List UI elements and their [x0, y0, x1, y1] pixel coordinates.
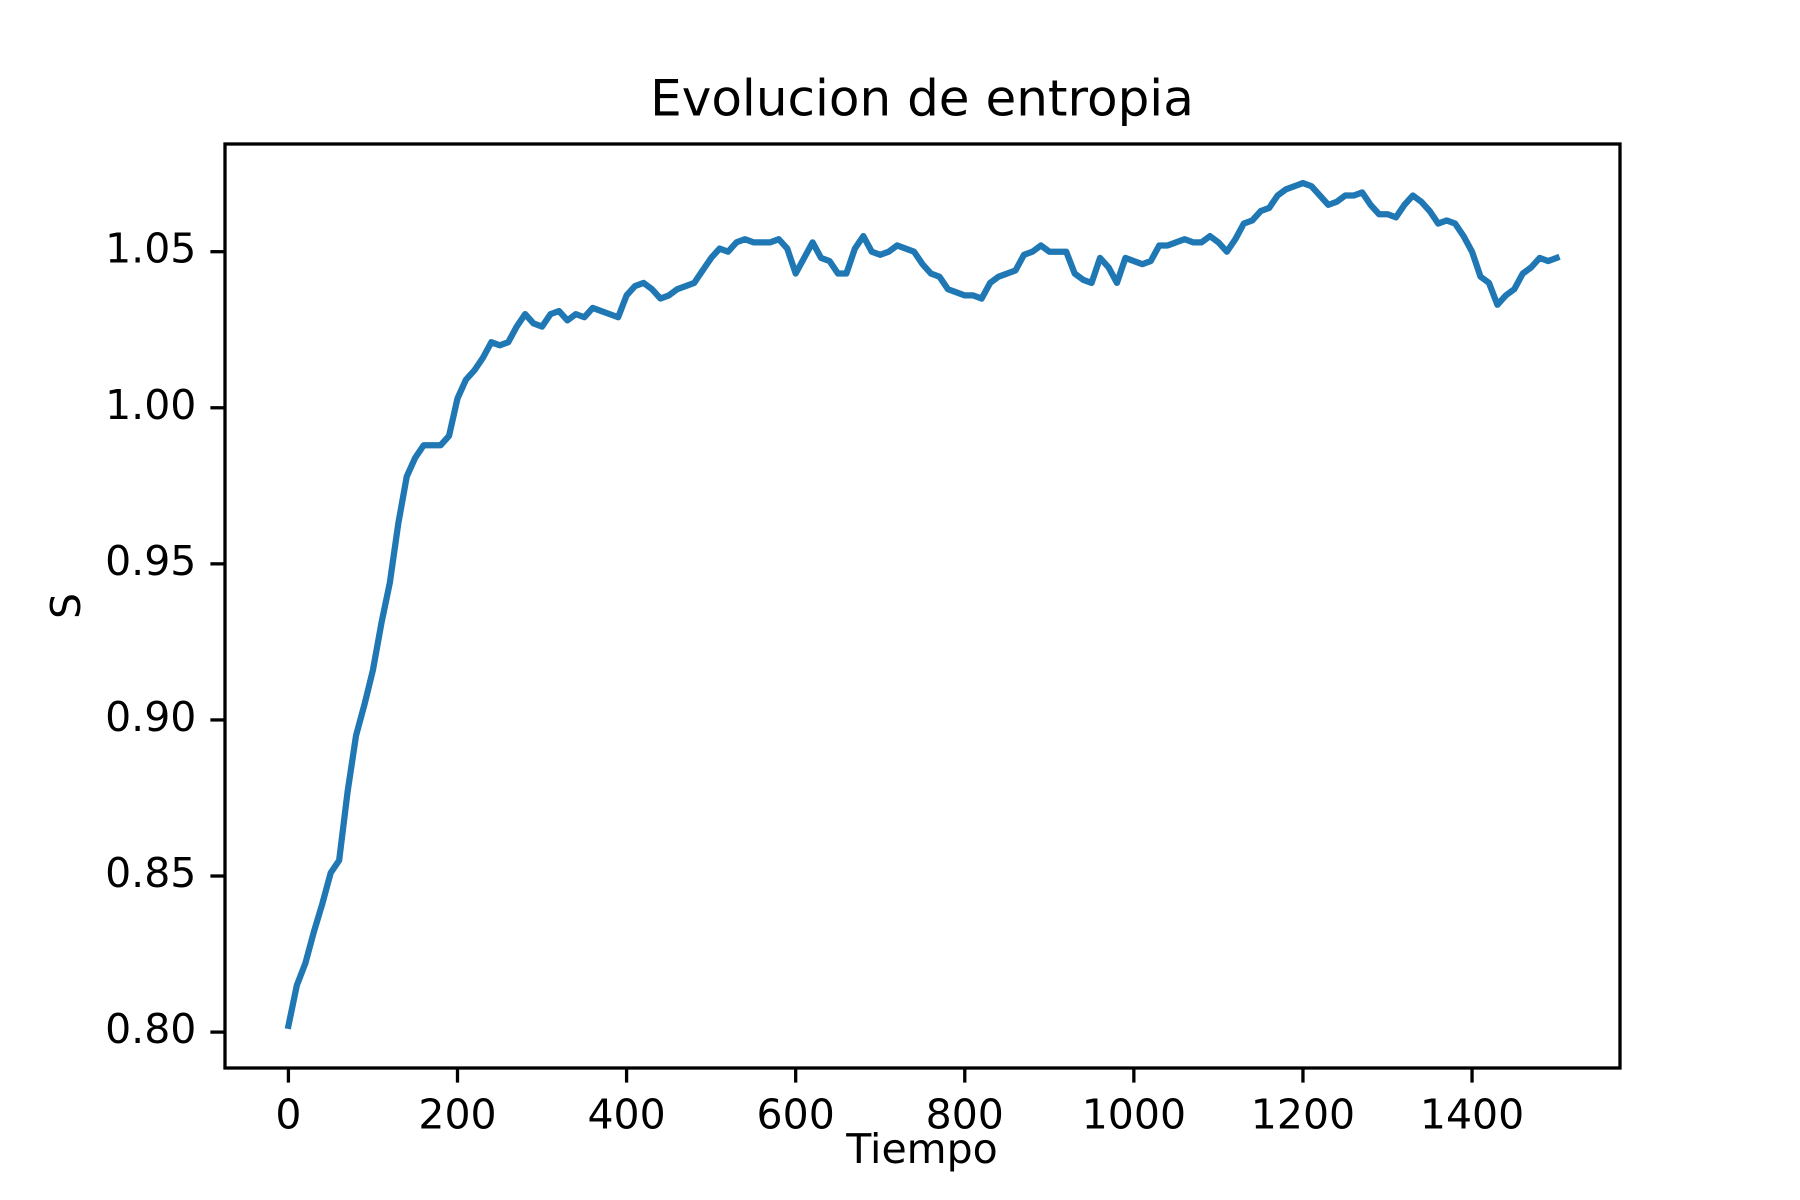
data-line [284, 179, 1561, 1030]
y-tick-label: 0.90 [105, 693, 196, 741]
x-tick-label: 600 [757, 1091, 835, 1139]
x-tick-label: 400 [587, 1091, 665, 1139]
plot-frame [223, 142, 1622, 1070]
x-axis-label: Tiempo [845, 1125, 997, 1173]
x-tick-label: 0 [275, 1091, 301, 1139]
x-tick-label: 800 [926, 1091, 1004, 1139]
x-tick-label: 200 [418, 1091, 496, 1139]
y-tick-label: 1.05 [105, 225, 196, 273]
x-tick-label: 1000 [1082, 1091, 1186, 1139]
y-tick-label: 1.00 [105, 381, 196, 429]
x-tick-label: 1200 [1251, 1091, 1355, 1139]
y-tick-label: 0.80 [105, 1005, 196, 1053]
y-tick-label: 0.95 [105, 537, 196, 585]
y-axis-label: S [42, 593, 90, 619]
y-tick-label: 0.85 [105, 849, 196, 897]
chart-title: Evolucion de entropia [650, 70, 1194, 128]
x-tick-label: 1400 [1420, 1091, 1524, 1139]
